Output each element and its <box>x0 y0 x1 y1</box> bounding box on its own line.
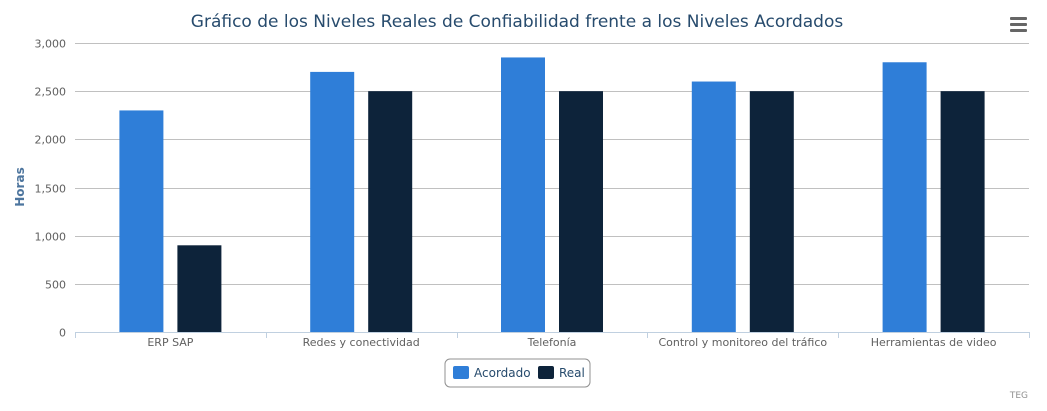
y-tick-label: 1,500 <box>35 183 67 196</box>
y-axis-label: Horas <box>13 167 27 206</box>
bar-real-erp-sap <box>177 245 222 332</box>
legend-box <box>444 358 591 388</box>
bar-acordado-redes-y-conectividad <box>310 71 355 333</box>
legend-swatch-real <box>538 366 554 379</box>
y-tick-label: 1,000 <box>35 231 67 244</box>
y-tick-label: 3,000 <box>35 38 67 51</box>
credit-text[interactable]: TEG <box>1009 391 1028 401</box>
chart-title: Gráfico de los Niveles Reales de Confiab… <box>191 12 844 32</box>
legend-item-acordado[interactable]: Acordado <box>453 366 531 380</box>
y-axis-ticks: 0 500 1,000 1,500 2,000 2,500 3,000 <box>35 38 67 340</box>
x-axis: ERP SAP Redes y conectividad Telefonía Cont… <box>75 332 1030 349</box>
y-tick-label: 2,000 <box>35 134 67 147</box>
legend-item-real[interactable]: Real <box>538 366 585 380</box>
y-tick-label: 2,500 <box>35 86 67 99</box>
x-tick-label: Redes y conectividad <box>303 336 420 349</box>
hamburger-menu-icon <box>1010 17 1027 32</box>
y-tick-label: 500 <box>45 279 66 292</box>
bar-acordado-herramientas-de-video <box>882 62 927 333</box>
bars <box>119 57 985 333</box>
menu-button[interactable] <box>1006 12 1032 38</box>
legend-swatch-acordado <box>453 366 469 379</box>
x-tick-label: Herramientas de video <box>871 336 997 349</box>
gridlines <box>75 43 1029 285</box>
x-tick-label: ERP SAP <box>147 336 193 349</box>
bar-real-telefon-a <box>559 91 603 333</box>
legend: Acordado Real <box>444 358 591 388</box>
bar-acordado-erp-sap <box>119 110 164 332</box>
bar-real-herramientas-de-video <box>940 91 985 333</box>
legend-label-acordado: Acordado <box>474 366 531 380</box>
x-tick-label: Telefonía <box>527 336 577 349</box>
bar-real-control-y-monitoreo-del-tr-fico <box>749 91 794 333</box>
bar-acordado-control-y-monitoreo-del-tr-fico <box>691 81 736 333</box>
bar-real-redes-y-conectividad <box>368 91 413 333</box>
y-tick-label: 0 <box>59 327 66 340</box>
legend-label-real: Real <box>559 366 585 380</box>
x-tick-label: Control y monitoreo del tráfico <box>658 336 827 349</box>
bar-acordado-telefon-a <box>501 57 545 332</box>
